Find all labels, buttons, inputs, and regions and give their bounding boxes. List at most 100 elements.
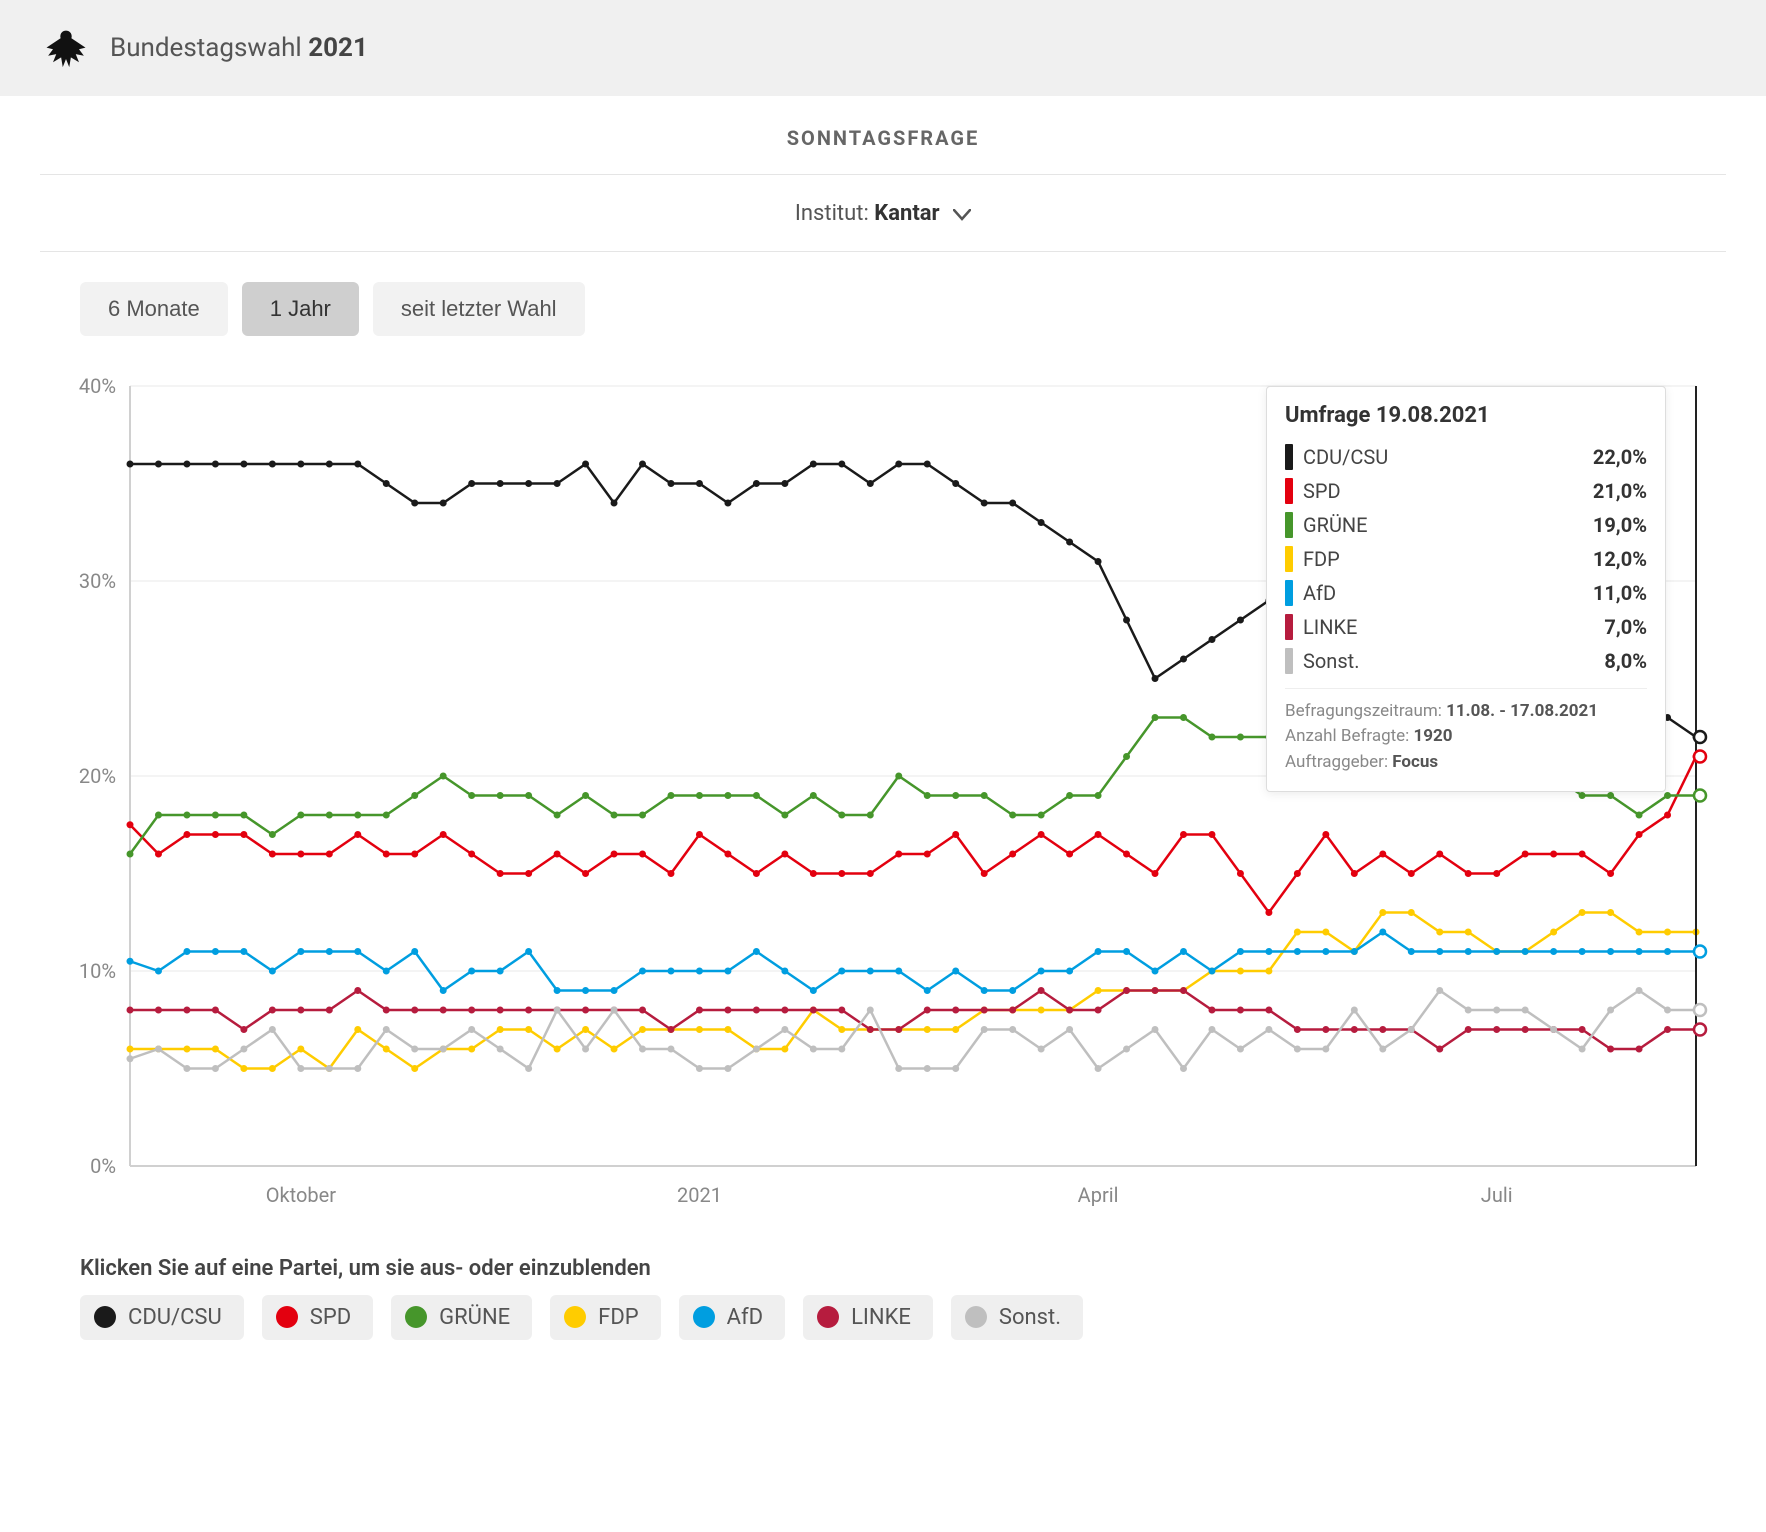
series-point[interactable] [1550, 928, 1557, 935]
series-point[interactable] [952, 1026, 959, 1033]
series-point[interactable] [810, 987, 817, 994]
series-point[interactable] [525, 948, 532, 955]
series-point[interactable] [525, 1026, 532, 1033]
series-point[interactable] [411, 1006, 418, 1013]
series-point[interactable] [582, 792, 589, 799]
series-point[interactable] [1351, 1006, 1358, 1013]
series-point[interactable] [1436, 987, 1443, 994]
series-point[interactable] [411, 948, 418, 955]
series-point[interactable] [1208, 1026, 1215, 1033]
series-point[interactable] [895, 1026, 902, 1033]
series-point[interactable] [1664, 1026, 1671, 1033]
series-point[interactable] [1351, 870, 1358, 877]
series-point[interactable] [1607, 792, 1614, 799]
series-point[interactable] [354, 1065, 361, 1072]
series-point[interactable] [1152, 870, 1159, 877]
legend-item-sonst[interactable]: Sonst. [951, 1295, 1083, 1340]
series-point[interactable] [724, 1026, 731, 1033]
series-point[interactable] [1095, 831, 1102, 838]
series-point[interactable] [724, 1065, 731, 1072]
series-point[interactable] [1579, 1045, 1586, 1052]
series-point[interactable] [497, 1045, 504, 1052]
series-point[interactable] [582, 1006, 589, 1013]
series-point[interactable] [753, 948, 760, 955]
series-point[interactable] [867, 1026, 874, 1033]
series-point[interactable] [1095, 987, 1102, 994]
series-point[interactable] [667, 967, 674, 974]
series-point[interactable] [1208, 733, 1215, 740]
series-point[interactable] [127, 460, 134, 467]
series-point[interactable] [1379, 928, 1386, 935]
series-point[interactable] [155, 811, 162, 818]
series-point[interactable] [1237, 1045, 1244, 1052]
series-point[interactable] [981, 870, 988, 877]
series-point[interactable] [1465, 1026, 1472, 1033]
series-point[interactable] [183, 1006, 190, 1013]
series-point[interactable] [1379, 850, 1386, 857]
series-point[interactable] [1180, 948, 1187, 955]
series-point[interactable] [240, 1045, 247, 1052]
series-point[interactable] [297, 811, 304, 818]
series-point[interactable] [895, 967, 902, 974]
series-point[interactable] [1152, 675, 1159, 682]
series-point[interactable] [354, 460, 361, 467]
series-point[interactable] [468, 967, 475, 974]
series-point[interactable] [383, 1045, 390, 1052]
series-point[interactable] [696, 1026, 703, 1033]
series-point[interactable] [753, 1045, 760, 1052]
series-point[interactable] [183, 831, 190, 838]
series-point[interactable] [838, 811, 845, 818]
series-point[interactable] [155, 1006, 162, 1013]
series-point[interactable] [639, 967, 646, 974]
series-point[interactable] [582, 987, 589, 994]
series-point[interactable] [1180, 714, 1187, 721]
series-point[interactable] [240, 811, 247, 818]
series-point[interactable] [155, 460, 162, 467]
series-point[interactable] [582, 1045, 589, 1052]
series-point[interactable] [269, 831, 276, 838]
series-point[interactable] [297, 1045, 304, 1052]
series-point[interactable] [269, 1065, 276, 1072]
series-point[interactable] [1066, 850, 1073, 857]
series-point[interactable] [297, 460, 304, 467]
series-point[interactable] [1351, 1026, 1358, 1033]
series-point[interactable] [753, 480, 760, 487]
series-point[interactable] [297, 850, 304, 857]
series-point[interactable] [981, 499, 988, 506]
series-point[interactable] [611, 499, 618, 506]
series-point[interactable] [440, 772, 447, 779]
series-point[interactable] [1066, 1006, 1073, 1013]
series-point[interactable] [1465, 870, 1472, 877]
series-point[interactable] [611, 1045, 618, 1052]
series-point[interactable] [1152, 967, 1159, 974]
series-point[interactable] [1465, 948, 1472, 955]
series-point[interactable] [1095, 948, 1102, 955]
series-point[interactable] [838, 460, 845, 467]
series-point[interactable] [753, 870, 760, 877]
series-point[interactable] [1265, 967, 1272, 974]
legend-item-grne[interactable]: GRÜNE [391, 1295, 532, 1340]
series-point[interactable] [781, 967, 788, 974]
series-point[interactable] [724, 1006, 731, 1013]
series-point[interactable] [326, 1065, 333, 1072]
series-point[interactable] [468, 1026, 475, 1033]
series-point[interactable] [468, 480, 475, 487]
series-point[interactable] [952, 831, 959, 838]
series-point[interactable] [1038, 831, 1045, 838]
series-point[interactable] [1123, 1045, 1130, 1052]
series-point[interactable] [838, 870, 845, 877]
series-point[interactable] [554, 1006, 561, 1013]
series-point[interactable] [895, 460, 902, 467]
series-point[interactable] [497, 1026, 504, 1033]
series-point[interactable] [1550, 1026, 1557, 1033]
series-afd[interactable] [130, 932, 1696, 991]
series-point[interactable] [724, 967, 731, 974]
series-point[interactable] [1180, 655, 1187, 662]
series-point[interactable] [525, 480, 532, 487]
series-point[interactable] [326, 948, 333, 955]
series-point[interactable] [1294, 870, 1301, 877]
series-point[interactable] [696, 1006, 703, 1013]
series-point[interactable] [582, 1026, 589, 1033]
series-point[interactable] [724, 499, 731, 506]
series-point[interactable] [867, 480, 874, 487]
